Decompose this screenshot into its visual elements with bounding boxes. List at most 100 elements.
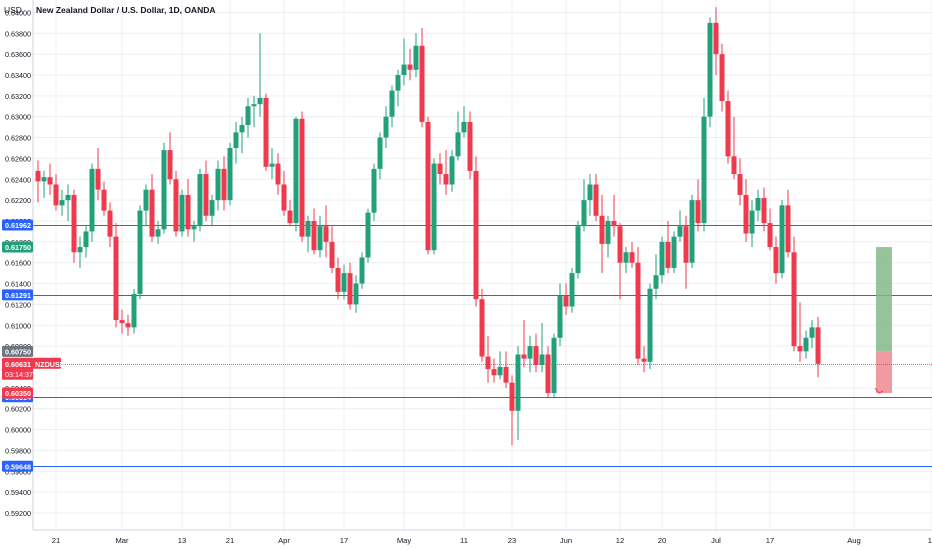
y-tick-label: 0.62200 bbox=[5, 196, 31, 205]
price-badges: 0.619620.612910.603140.596480.617500.607… bbox=[2, 219, 65, 472]
candle-down bbox=[473, 170, 479, 300]
candle-up bbox=[371, 168, 377, 213]
candle-down bbox=[47, 177, 53, 185]
candle-up bbox=[179, 194, 185, 232]
candle-up bbox=[257, 97, 263, 105]
candle-up bbox=[605, 220, 611, 244]
candle-up bbox=[383, 116, 389, 138]
candle-up bbox=[317, 226, 323, 251]
candle-down bbox=[683, 226, 689, 263]
candle-down bbox=[545, 354, 551, 394]
candle-down bbox=[629, 252, 635, 263]
candle-up bbox=[365, 212, 371, 258]
x-tick-label: 13 bbox=[178, 536, 186, 545]
candle-up bbox=[623, 252, 629, 263]
candle-up bbox=[449, 156, 455, 185]
x-tick-label: Jul bbox=[711, 536, 721, 545]
candle-up bbox=[59, 200, 65, 206]
candle-up bbox=[245, 106, 251, 126]
x-tick-label: 23 bbox=[508, 536, 516, 545]
candles[interactable] bbox=[35, 7, 821, 446]
candle-down bbox=[533, 346, 539, 365]
currency-label: USD bbox=[4, 5, 22, 15]
candle-down bbox=[641, 358, 647, 362]
candle-up bbox=[749, 210, 755, 234]
candle-down bbox=[695, 200, 701, 224]
y-tick-label: 0.64000 bbox=[5, 8, 31, 17]
candle-up bbox=[77, 247, 83, 253]
candle-up bbox=[497, 366, 503, 376]
candle-up bbox=[455, 132, 461, 157]
candle-down bbox=[509, 382, 515, 411]
candle-up bbox=[89, 168, 95, 232]
y-tick-label: 0.60200 bbox=[5, 405, 31, 414]
candle-down bbox=[323, 226, 329, 242]
x-tick-label: 21 bbox=[226, 536, 234, 545]
candle-up bbox=[527, 346, 533, 359]
candle-down bbox=[773, 247, 779, 274]
position-price-badge-label: 0.61750 bbox=[5, 243, 31, 252]
candle-down bbox=[503, 366, 509, 383]
position-price-badge-label: 0.60750 bbox=[5, 347, 31, 356]
position-price-badge bbox=[2, 241, 33, 253]
candle-down bbox=[437, 163, 443, 175]
candle-up bbox=[65, 194, 71, 201]
candle-down bbox=[329, 241, 335, 268]
candle-down bbox=[95, 168, 101, 190]
candle-down bbox=[485, 356, 491, 370]
candle-up bbox=[395, 74, 401, 91]
y-tick-label: 0.63200 bbox=[5, 92, 31, 101]
candle-down bbox=[599, 215, 605, 244]
position-tool[interactable] bbox=[874, 247, 892, 394]
candle-down bbox=[101, 189, 107, 211]
candle-down bbox=[203, 174, 209, 216]
candle-down bbox=[107, 210, 113, 237]
candle-up bbox=[233, 132, 239, 148]
candle-up bbox=[551, 337, 557, 394]
candle-down bbox=[563, 296, 569, 307]
stop-zone bbox=[876, 351, 892, 394]
x-tick-label: Apr bbox=[278, 536, 290, 545]
y-tick-label: 0.60000 bbox=[5, 426, 31, 435]
candle-down bbox=[791, 252, 797, 347]
candle-down bbox=[185, 194, 191, 230]
candle-down bbox=[617, 226, 623, 263]
candle-down bbox=[491, 369, 497, 376]
x-tick-label: May bbox=[397, 536, 412, 545]
x-tick-label: 14 bbox=[928, 536, 932, 545]
level-price-badge bbox=[2, 460, 33, 472]
candle-up bbox=[401, 64, 407, 75]
candle-down bbox=[797, 346, 803, 352]
candle-up bbox=[539, 354, 545, 365]
y-tick-label: 0.59200 bbox=[5, 509, 31, 518]
candle-up bbox=[155, 229, 161, 237]
candle-up bbox=[227, 147, 233, 201]
candle-down bbox=[173, 179, 179, 232]
x-tick-label: Jun bbox=[560, 536, 572, 545]
y-tick-label: 0.59600 bbox=[5, 467, 31, 476]
candle-down bbox=[593, 184, 599, 216]
candle-down bbox=[731, 156, 737, 175]
candle-down bbox=[725, 101, 731, 157]
x-tick-label: 21 bbox=[52, 536, 60, 545]
candle-up bbox=[575, 226, 581, 274]
symbol-badge bbox=[33, 357, 61, 369]
candle-up bbox=[197, 174, 203, 227]
candle-up bbox=[647, 288, 653, 362]
candle-up bbox=[461, 121, 467, 133]
candle-up bbox=[359, 257, 365, 284]
candle-down bbox=[815, 327, 821, 364]
x-tick-label: Mar bbox=[115, 536, 129, 545]
candle-up bbox=[377, 137, 383, 169]
candle-up bbox=[755, 198, 761, 211]
candle-down bbox=[521, 354, 527, 359]
candle-up bbox=[701, 116, 707, 224]
level-price-badge bbox=[2, 289, 33, 301]
candle-down bbox=[425, 121, 431, 251]
y-tick-label: 0.63400 bbox=[5, 71, 31, 80]
time-axis[interactable]: 21 Mar 13 21 Apr 17 May 11 23 Jun 12 20 Jul 17 Aug 14 bbox=[52, 536, 932, 545]
y-tick-label: 0.61200 bbox=[5, 300, 31, 309]
symbol-badge-label: NZDUSD bbox=[35, 360, 65, 369]
candle-up bbox=[41, 177, 47, 182]
